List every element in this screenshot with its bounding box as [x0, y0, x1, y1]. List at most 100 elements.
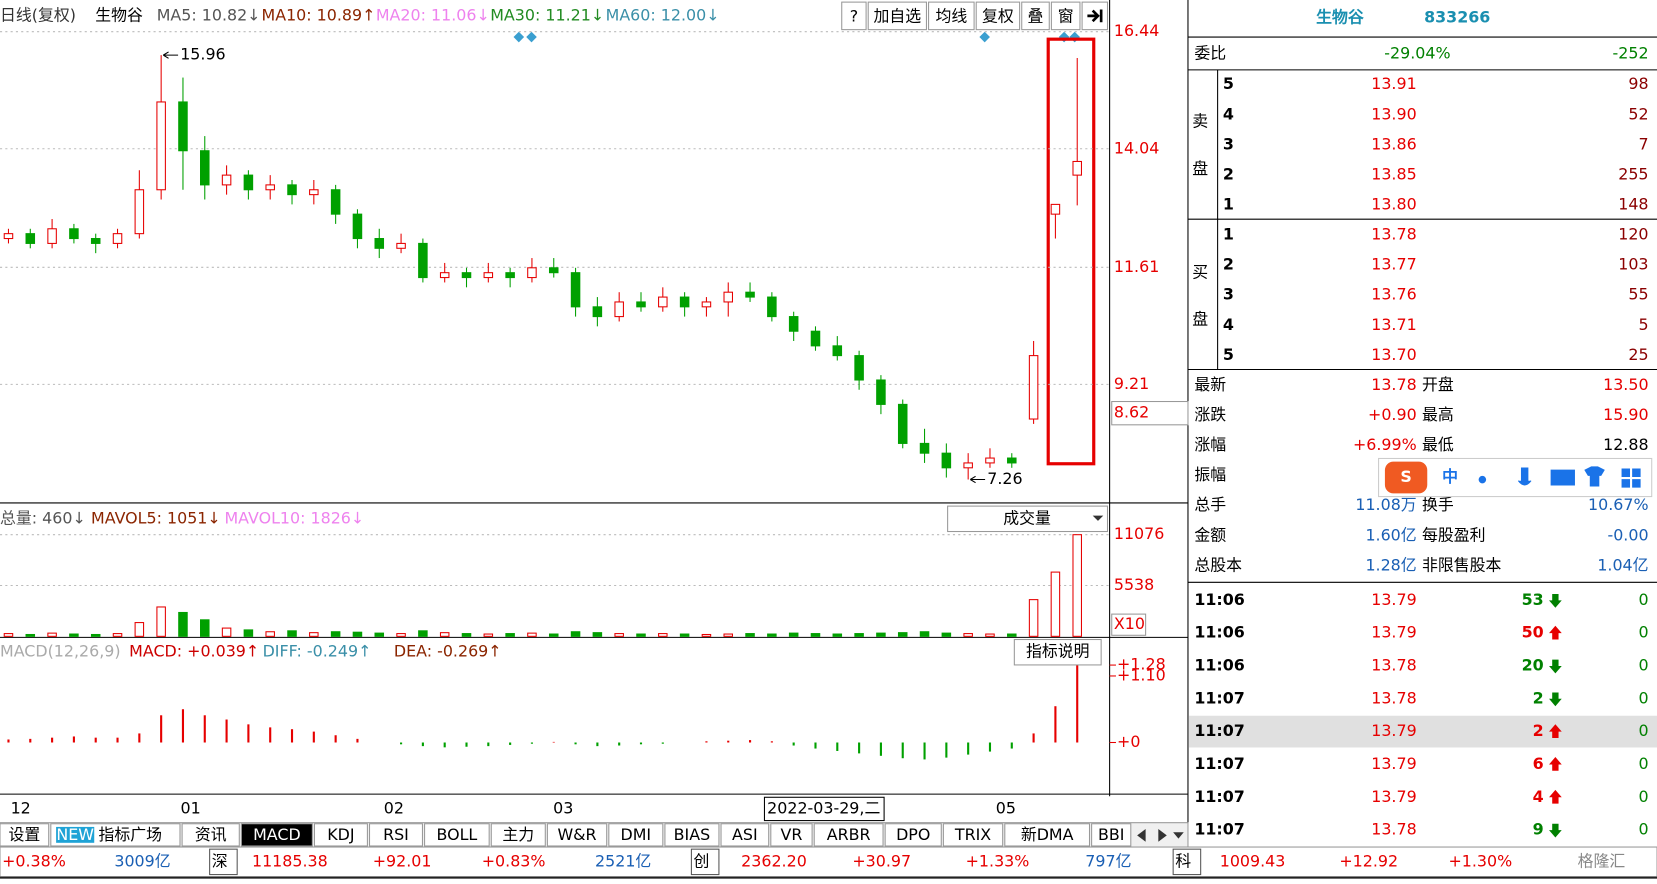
candle-body	[309, 189, 319, 196]
volume-legend: 总量: 460↓	[0, 508, 86, 527]
trade-flag: 0	[1638, 754, 1648, 773]
volume-bar	[374, 632, 385, 637]
tab[interactable]	[313, 823, 368, 847]
tab-label: ASI	[732, 825, 758, 844]
volume-bar	[418, 630, 428, 637]
order-volume: 148	[1618, 194, 1648, 213]
toolbar-button[interactable]	[975, 1, 1021, 31]
order-volume: 55	[1628, 285, 1648, 304]
stat-value: 10.67%	[1588, 495, 1649, 514]
ime-icons	[1478, 466, 1641, 488]
tab[interactable]	[608, 823, 664, 847]
tab[interactable]	[884, 823, 942, 847]
macd-legend: MACD(12,26,9)	[0, 642, 121, 661]
volume-bar	[352, 631, 363, 637]
trade-time: 11:06	[1194, 590, 1245, 609]
tab[interactable]	[664, 823, 720, 847]
volume-bar	[941, 632, 952, 637]
candle-body	[592, 306, 603, 318]
tab[interactable]	[942, 823, 1004, 847]
volume-selector[interactable]	[947, 505, 1109, 533]
level: 1	[1223, 225, 1234, 244]
toolbar-button[interactable]	[1021, 1, 1050, 31]
trade-volume: 53	[1522, 590, 1544, 609]
tab[interactable]	[1091, 823, 1132, 847]
candle-body	[243, 174, 254, 191]
trade-price: 13.79	[1371, 754, 1416, 773]
toolbar-button[interactable]	[1050, 1, 1081, 31]
volume-legend: MAVOL5: 1051↓	[91, 508, 221, 527]
volume-bar	[570, 631, 581, 637]
help-button[interactable]	[1013, 638, 1102, 666]
order-volume: 98	[1628, 74, 1648, 93]
candle-body	[832, 345, 843, 357]
volume-bar	[156, 606, 166, 637]
toolbar-button[interactable]	[928, 1, 975, 31]
volume-bar	[309, 632, 319, 637]
trade-volume: 2	[1533, 688, 1544, 707]
stat-label: 最新	[1194, 375, 1226, 394]
quote-value: -252	[1613, 43, 1649, 62]
candle-body	[265, 184, 275, 191]
stat-value: 15.90	[1603, 405, 1648, 424]
trade-price: 13.79	[1371, 623, 1416, 642]
tab[interactable]	[720, 823, 770, 847]
tab-label: W&R	[557, 825, 596, 844]
tab-scroll[interactable]	[1137, 829, 1184, 842]
tab[interactable]	[813, 823, 884, 847]
level: 2	[1223, 255, 1234, 274]
tab[interactable]	[0, 823, 50, 847]
selected-row	[1189, 715, 1657, 748]
y-tick-label: 5538	[1114, 575, 1154, 594]
tab[interactable]	[424, 823, 490, 847]
stat-value: 13.78	[1371, 375, 1416, 394]
marker-arrow	[970, 475, 986, 484]
candle-body	[90, 238, 101, 244]
toolbar-label: 叠	[1028, 6, 1044, 25]
tab[interactable]	[770, 823, 813, 847]
volume-bar	[47, 632, 57, 637]
extreme-label: 7.26	[987, 469, 1022, 488]
toolbar-label: 均线	[935, 6, 967, 25]
candle-body	[396, 242, 406, 249]
volume-bar	[287, 630, 297, 637]
tab[interactable]	[1004, 823, 1091, 847]
help-label: 指标说明	[1026, 642, 1090, 661]
tab[interactable]	[546, 823, 608, 847]
volume-bar	[788, 632, 799, 637]
stat-label: 换手	[1422, 495, 1454, 514]
tab[interactable]	[368, 823, 423, 847]
quote-value: -29.04%	[1384, 43, 1450, 62]
volume-bar	[330, 631, 341, 637]
level: 3	[1223, 134, 1234, 153]
candle-body	[134, 189, 145, 235]
last-price-box	[1111, 400, 1189, 426]
candle-body	[1072, 160, 1082, 176]
cursor-date-box	[763, 796, 885, 822]
volume-bar	[876, 632, 886, 637]
period: 日线(复权)	[0, 5, 76, 24]
tab-label: DPO	[896, 825, 930, 844]
candle-body	[679, 296, 690, 308]
volume-bar	[919, 631, 930, 637]
stat-label: 每股盈利	[1422, 525, 1486, 544]
stock-name: 生物谷	[95, 5, 143, 24]
candle-body	[374, 238, 385, 249]
order-volume: 5	[1638, 315, 1648, 334]
stat-label: 总股本	[1194, 555, 1242, 574]
volume-bar	[505, 633, 515, 637]
tab[interactable]	[181, 823, 240, 847]
toolbar-button[interactable]	[841, 1, 867, 31]
toolbar-button[interactable]	[867, 1, 927, 31]
tab[interactable]	[240, 823, 313, 847]
tab-label: 指标广场	[98, 825, 162, 844]
market-box	[1172, 848, 1202, 876]
trade-arrow	[1549, 724, 1562, 738]
level: 5	[1223, 74, 1234, 93]
tab[interactable]	[490, 823, 546, 847]
volume-bar	[90, 633, 101, 637]
order-volume: 103	[1618, 255, 1648, 274]
ma-legend: MA60: 12.00↓	[606, 5, 720, 24]
toolbar-label: 窗	[1058, 6, 1074, 25]
